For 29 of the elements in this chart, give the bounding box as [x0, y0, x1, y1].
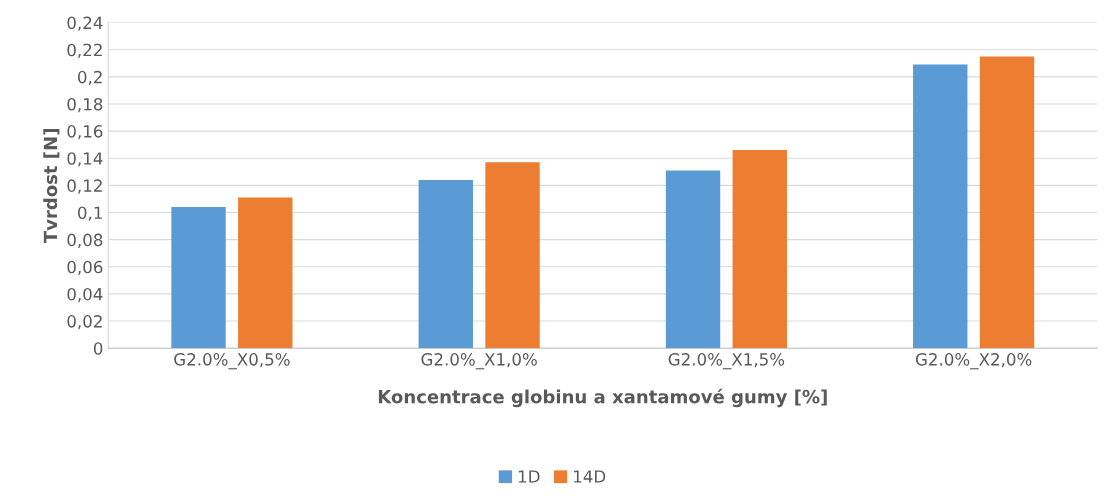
y-tick-label: 0,12 — [67, 179, 102, 194]
y-tick-label: 0,24 — [67, 16, 103, 31]
bar — [418, 179, 473, 349]
bar — [485, 162, 540, 349]
y-tick-label: 0,18 — [67, 97, 103, 113]
x-tick-label: G2.0%_X2,0% — [915, 353, 1032, 370]
legend-label: 1D — [518, 470, 540, 483]
bar — [979, 56, 1035, 349]
y-tick-label: 0,08 — [67, 233, 103, 248]
y-tick-label: 0,22 — [67, 43, 102, 58]
bar — [665, 170, 721, 349]
y-tick-label: 0,02 — [67, 315, 102, 330]
y-tick-label: 0 — [93, 342, 103, 355]
bar — [238, 197, 293, 349]
y-tick-label: 0,16 — [67, 125, 103, 140]
bar — [171, 207, 226, 349]
legend-label: 14D — [574, 470, 606, 483]
x-axis-title: Koncentrace globinu a xantamové gumy [%] — [378, 388, 827, 408]
x-tick-label: G2.0%_X1,5% — [668, 353, 785, 370]
y-tick-label: 0,06 — [67, 260, 103, 276]
x-tick-label: G2.0%_X1,0% — [421, 353, 537, 370]
y-tick-label: 0,1 — [78, 206, 102, 221]
x-tick-label: G2.0%_X0,5% — [174, 353, 290, 370]
bar — [913, 64, 968, 349]
y-tick-label: 0,14 — [67, 152, 103, 167]
y-tick-label: 0,2 — [78, 70, 102, 86]
y-tick-label: 0,04 — [67, 287, 103, 303]
bar — [732, 150, 787, 349]
y-axis-title: Tvrdost [N] — [43, 129, 60, 244]
